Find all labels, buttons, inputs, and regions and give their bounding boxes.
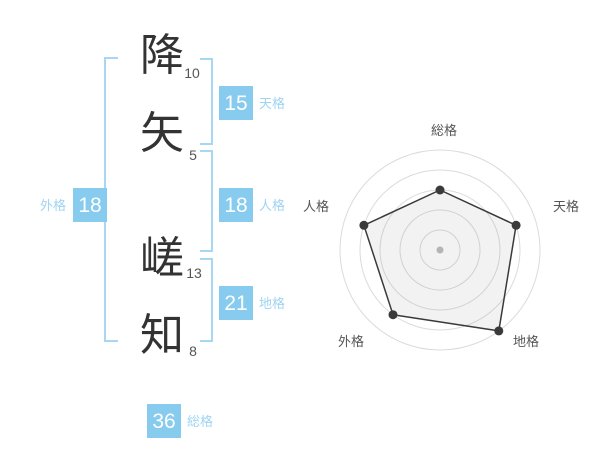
radar-label-soukaku: 総格 <box>430 123 457 138</box>
soukaku-label: 総格 <box>187 414 214 429</box>
stroke-count-1: 10 <box>184 65 200 81</box>
radar-label-chikaku: 地格 <box>512 334 539 349</box>
name-char-3: 嵯 <box>140 234 184 283</box>
stroke-count-2: 5 <box>189 147 197 163</box>
chikaku-badge: 21 <box>219 286 253 320</box>
tenkaku-bracket <box>200 58 213 145</box>
name-char-4: 知 <box>140 311 184 360</box>
name-char-2: 矢 <box>140 109 184 158</box>
jinkaku-label: 人格 <box>259 198 286 213</box>
radar-label-jinkaku: 人格 <box>302 199 329 214</box>
radar-label-tenkaku: 天格 <box>552 199 579 214</box>
gaikaku-label: 外格 <box>40 198 67 213</box>
gaikaku-badge: 18 <box>73 188 107 222</box>
chikaku-bracket <box>200 258 213 342</box>
chikaku-label: 地格 <box>259 296 286 311</box>
tenkaku-label: 天格 <box>259 96 286 111</box>
jinkaku-bracket <box>200 150 213 252</box>
stroke-count-3: 13 <box>186 265 202 281</box>
tenkaku-badge: 15 <box>219 86 253 120</box>
stroke-count-4: 8 <box>189 343 197 359</box>
soukaku-badge: 36 <box>147 404 181 438</box>
name-char-1: 降 <box>140 31 184 80</box>
radar-chart-svg <box>339 149 541 351</box>
radar-label-gaikaku: 外格 <box>337 334 364 349</box>
jinkaku-badge: 18 <box>219 188 253 222</box>
